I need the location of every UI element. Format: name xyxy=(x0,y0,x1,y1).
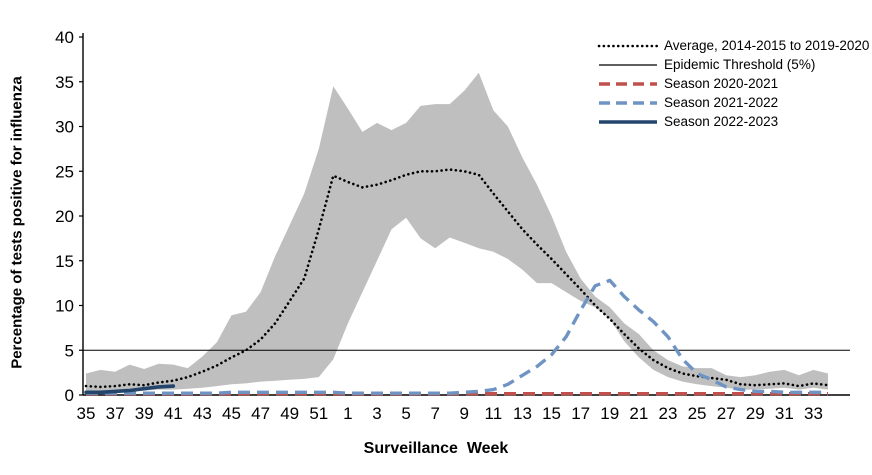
x-tick-label: 25 xyxy=(688,404,707,423)
y-tick-label: 35 xyxy=(55,73,74,92)
x-tick-label: 27 xyxy=(717,404,736,423)
x-axis-title: Surveillance Week xyxy=(363,440,509,457)
legend-key-line-icon xyxy=(599,63,657,66)
series-season-2022-2023-line xyxy=(84,384,176,395)
y-tick-label: 25 xyxy=(55,162,74,181)
x-tick-label: 29 xyxy=(746,404,765,423)
x-tick-label: 37 xyxy=(106,404,125,423)
x-tick-label: 31 xyxy=(775,404,794,423)
x-tick-label: 39 xyxy=(135,404,154,423)
x-tick-label: 5 xyxy=(401,404,410,423)
y-axis-title: Percentage of tests positive for influen… xyxy=(8,76,26,369)
x-tick-label: 19 xyxy=(600,404,619,423)
legend-item-season-2022-2023: Season 2022-2023 xyxy=(597,112,869,131)
x-tick-label: 1 xyxy=(343,404,352,423)
legend-label: Average, 2014-2015 to 2019-2020 xyxy=(664,38,870,53)
y-tick-label: 40 xyxy=(55,28,74,47)
x-tick-label: 35 xyxy=(77,404,96,423)
y-tick-label: 15 xyxy=(55,252,74,271)
x-tick-label: 3 xyxy=(372,404,381,423)
x-tick-label: 7 xyxy=(430,404,439,423)
x-tick-label: 41 xyxy=(164,404,183,423)
x-tick-label: 21 xyxy=(629,404,648,423)
legend-key-line-icon xyxy=(599,81,657,86)
y-tick-label: 30 xyxy=(55,118,74,137)
y-tick-label: 0 xyxy=(65,386,74,405)
x-tick-label: 47 xyxy=(251,404,270,423)
x-tick-label: 43 xyxy=(193,404,212,423)
legend-key-line-icon xyxy=(599,119,657,124)
x-tick-label: 33 xyxy=(804,404,823,423)
x-tick-label: 9 xyxy=(460,404,469,423)
legend-item-epidemic-threshold-5: Epidemic Threshold (5%) xyxy=(597,55,869,74)
x-tick-label: 13 xyxy=(513,404,532,423)
legend-label: Season 2021-2022 xyxy=(664,95,779,110)
x-tick-label: 45 xyxy=(222,404,241,423)
series-season-2021-2022-line xyxy=(86,278,828,395)
y-tick-label: 20 xyxy=(55,207,74,226)
legend-label: Season 2020-2021 xyxy=(664,76,779,91)
x-tick-label: 23 xyxy=(658,404,677,423)
range-band xyxy=(86,72,828,393)
legend-item-average-2014-2015-to-2019-2020: Average, 2014-2015 to 2019-2020 xyxy=(597,36,869,55)
legend-item-season-2021-2022: Season 2021-2022 xyxy=(597,93,869,112)
series-average-2014-2015-to-2019-2020-line xyxy=(84,168,830,389)
x-tick-label: 15 xyxy=(542,404,561,423)
legend-key-line-icon xyxy=(597,44,659,47)
legend: Average, 2014-2015 to 2019-2020 Epidemic … xyxy=(597,36,869,131)
legend-label: Epidemic Threshold (5%) xyxy=(664,57,816,72)
legend-key-line-icon xyxy=(599,100,657,105)
x-tick-label: 51 xyxy=(309,404,328,423)
x-tick-label: 17 xyxy=(571,404,590,423)
x-tick-label: 49 xyxy=(280,404,299,423)
x-tick-label: 11 xyxy=(485,404,503,423)
legend-label: Season 2022-2023 xyxy=(664,114,779,129)
y-tick-label: 10 xyxy=(55,297,74,316)
y-tick-label: 5 xyxy=(65,341,74,360)
legend-item-season-2020-2021: Season 2020-2021 xyxy=(597,74,869,93)
